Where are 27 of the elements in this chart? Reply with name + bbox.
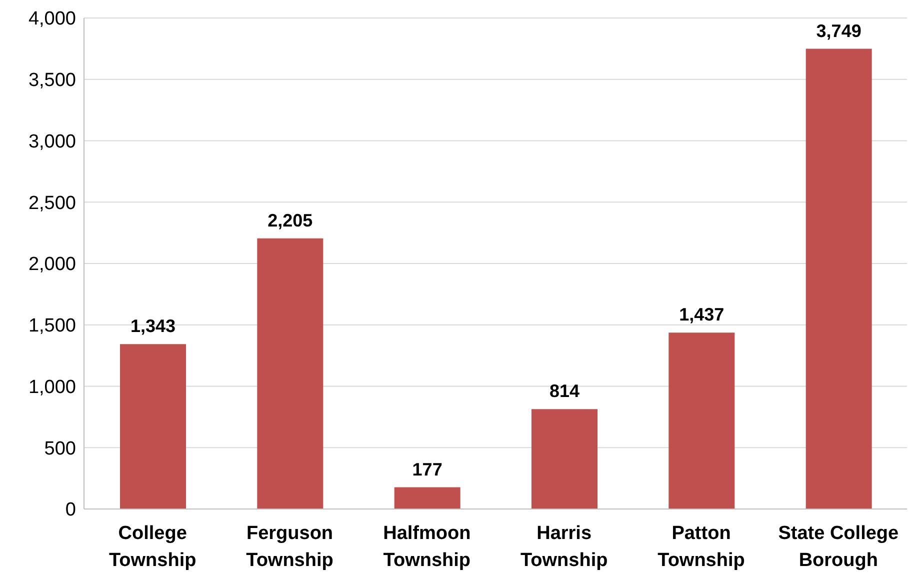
bar [532, 409, 598, 509]
y-tick-label: 0 [65, 500, 76, 521]
data-label: 3,749 [816, 20, 862, 41]
x-tick-label: Patton Township [658, 523, 745, 571]
x-tick-label: State College Borough [778, 523, 899, 571]
data-label: 1,437 [679, 304, 724, 325]
x-tick-label: Halfmoon Township [383, 523, 471, 571]
y-tick-label: 4,000 [28, 8, 76, 30]
data-label: 2,205 [268, 210, 313, 230]
y-tick-label: 1,000 [28, 376, 76, 398]
data-label: 814 [549, 381, 580, 402]
y-tick-label: 500 [44, 438, 76, 460]
x-tick-label: Harris Township [520, 523, 608, 571]
bar [257, 238, 324, 509]
x-tick-label: Ferguson Township [246, 523, 334, 571]
bar [806, 48, 872, 509]
data-label: 1,343 [130, 316, 176, 336]
y-tick-label: 2,000 [28, 254, 76, 276]
bar [120, 344, 186, 509]
bar [668, 332, 735, 509]
x-tick-label: College Township [108, 523, 196, 571]
data-label: 177 [412, 459, 442, 480]
y-tick-label: 1,500 [28, 316, 76, 337]
bar [394, 487, 460, 509]
y-tick-label: 2,500 [28, 192, 76, 214]
y-tick-label: 3,000 [28, 131, 76, 152]
y-tick-label: 3,500 [28, 70, 76, 92]
